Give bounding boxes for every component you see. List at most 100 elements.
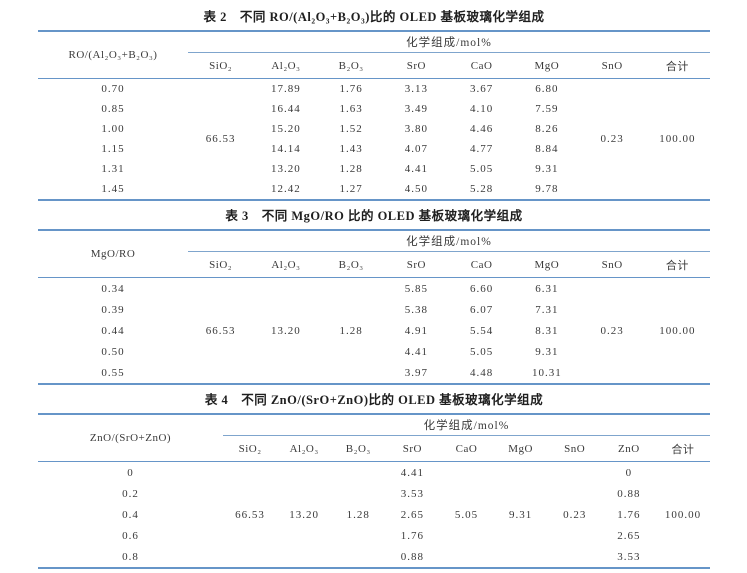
value-cell: 1.52 <box>339 123 363 135</box>
ratio-cell: 1.31 <box>101 163 125 175</box>
table-2-title: 表 2 不同 RO/(Al₂O₃+B₂O₃)比的 OLED 基板玻璃化学组成 <box>203 10 545 24</box>
value-cell: 4.07 <box>404 143 428 155</box>
column-header: SrO <box>383 52 449 79</box>
ratio-cell: 0.6 <box>122 529 139 542</box>
merged-value-cell: 5.05 <box>454 508 479 521</box>
value-cell: 9.31 <box>535 163 559 175</box>
column-header: ZnO <box>601 435 656 462</box>
table-row: 1.31 13.20 1.28 4.41 5.05 9.31 <box>38 159 710 179</box>
value-cell: 4.41 <box>404 163 428 175</box>
column-header: MgO <box>493 435 548 462</box>
value-cell: 5.05 <box>470 345 494 358</box>
merged-value-cell: 1.28 <box>339 324 363 337</box>
column-header: SiO₂ <box>223 435 278 462</box>
value-cell: 4.41 <box>400 466 424 479</box>
merged-value-cell: 100.00 <box>664 508 702 521</box>
value-cell: 4.91 <box>404 324 428 337</box>
table-row: 1.45 12.42 1.27 4.50 5.28 9.78 <box>38 179 710 200</box>
value-cell: 3.53 <box>617 550 641 563</box>
merged-value-cell: 9.31 <box>508 508 533 521</box>
merged-value-cell: 0.23 <box>600 324 624 337</box>
ratio-cell: 0.55 <box>101 366 125 379</box>
value-cell: 1.43 <box>339 143 363 155</box>
composition-spanner-header: 化学组成/mol% <box>223 414 710 436</box>
column-header: 合计 <box>644 251 710 278</box>
value-cell: 7.31 <box>535 303 559 316</box>
merged-value-cell: 13.20 <box>271 324 301 337</box>
stub-header: MgO/RO <box>38 230 188 278</box>
table-3: MgO/RO 化学组成/mol% SiO₂ Al₂O₃ B₂O₃ SrO CaO MgO SnO… <box>38 229 710 385</box>
value-cell: 9.31 <box>535 345 559 358</box>
table-row: 1.00 15.20 1.52 3.80 4.46 8.26 <box>38 119 710 139</box>
value-cell: 17.89 <box>271 83 301 95</box>
value-cell: 2.65 <box>617 529 641 542</box>
table-row: 0.50 4.41 5.05 9.31 <box>38 341 710 362</box>
table-row: 0.6 1.76 2.65 <box>38 525 710 546</box>
value-cell: 4.77 <box>470 143 494 155</box>
ratio-cell: 0.39 <box>101 303 125 316</box>
value-cell: 13.20 <box>271 163 301 175</box>
value-cell: 6.80 <box>535 83 559 95</box>
ratio-cell: 0.34 <box>101 282 125 295</box>
value-cell: 3.53 <box>400 487 424 500</box>
table-row: 0.8 0.88 3.53 <box>38 546 710 568</box>
column-header: B₂O₃ <box>331 435 386 462</box>
value-cell: 15.20 <box>271 123 301 135</box>
value-cell: 5.54 <box>470 324 494 337</box>
value-cell: 0.88 <box>617 487 641 500</box>
value-cell: 16.44 <box>271 103 301 115</box>
value-cell: 3.49 <box>404 103 428 115</box>
value-cell: 4.50 <box>404 183 428 195</box>
value-cell: 12.42 <box>271 183 301 195</box>
ratio-cell: 1.45 <box>101 183 125 195</box>
value-cell: 9.78 <box>535 183 559 195</box>
value-cell: 1.28 <box>339 163 363 175</box>
column-header: MgO <box>514 52 580 79</box>
value-cell: 6.60 <box>470 282 494 295</box>
table-row: 0.2 3.53 0.88 <box>38 483 710 504</box>
value-cell: 4.46 <box>470 123 494 135</box>
ratio-cell: 0.4 <box>122 508 139 521</box>
column-header: SnO <box>547 435 602 462</box>
merged-value-cell: 0.23 <box>563 508 587 521</box>
value-cell: 1.27 <box>339 183 363 195</box>
table-row: 1.15 14.14 1.43 4.07 4.77 8.84 <box>38 139 710 159</box>
ratio-cell: 1.00 <box>101 123 125 135</box>
ratio-cell: 0.50 <box>101 345 125 358</box>
value-cell: 6.07 <box>470 303 494 316</box>
merged-value-cell: 0.23 <box>600 133 624 145</box>
value-cell: 1.76 <box>339 83 363 95</box>
column-header: Al₂O₃ <box>253 251 319 278</box>
column-header: 合计 <box>644 52 710 79</box>
value-cell: 8.84 <box>535 143 559 155</box>
table-3-section: 表 3 不同 MgO/RO 比的 OLED 基板玻璃化学组成 MgO/RO 化学组… <box>38 208 710 385</box>
column-header: SnO <box>579 251 645 278</box>
value-cell: 0 <box>625 466 633 479</box>
value-cell: 1.76 <box>400 529 424 542</box>
value-cell: 14.14 <box>271 143 301 155</box>
stub-header: ZnO/(SrO+ZnO) <box>38 414 223 462</box>
ratio-cell: 0.70 <box>101 83 125 95</box>
column-header: SrO <box>385 435 440 462</box>
column-header: CaO <box>449 251 515 278</box>
merged-value-cell: 100.00 <box>659 324 696 337</box>
column-header: MgO <box>514 251 580 278</box>
column-header: 合计 <box>655 435 710 462</box>
value-cell: 4.10 <box>470 103 494 115</box>
table-row: 0.44 4.91 5.54 8.31 <box>38 320 710 341</box>
table-4-title: 表 4 不同 ZnO/(SrO+ZnO)比的 OLED 基板玻璃化学组成 <box>204 393 544 407</box>
ratio-cell: 0.8 <box>122 550 139 563</box>
ratio-cell: 0.44 <box>101 324 125 337</box>
value-cell: 3.97 <box>404 366 428 379</box>
merged-value-cell: 100.00 <box>659 133 696 145</box>
table-row: 0 66.53 13.20 1.28 4.41 5.05 9.31 0.23 0 100.00 <box>38 462 710 521</box>
table-3-title: 表 3 不同 MgO/RO 比的 OLED 基板玻璃化学组成 <box>225 209 523 223</box>
value-cell: 5.28 <box>470 183 494 195</box>
composition-spanner-header: 化学组成/mol% <box>188 31 710 53</box>
value-cell: 6.31 <box>535 282 559 295</box>
column-header: B₂O₃ <box>318 251 384 278</box>
ratio-cell: 0 <box>127 466 134 479</box>
table-row: 0.39 5.38 6.07 7.31 <box>38 299 710 320</box>
table-4-section: 表 4 不同 ZnO/(SrO+ZnO)比的 OLED 基板玻璃化学组成 ZnO… <box>38 392 710 569</box>
merged-value-cell: 13.20 <box>289 508 320 521</box>
